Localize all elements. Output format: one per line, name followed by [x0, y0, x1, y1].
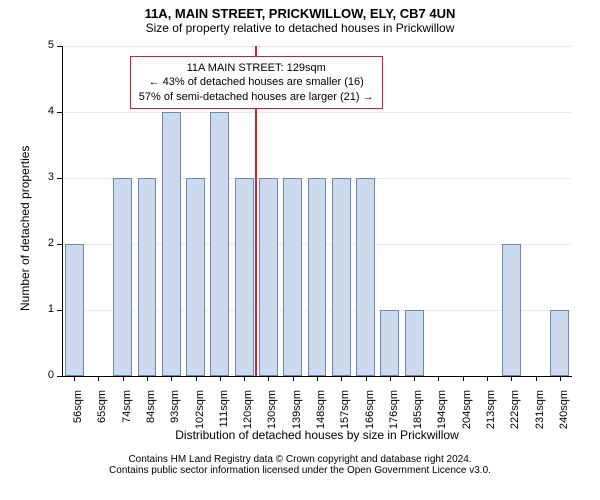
bar: [405, 310, 424, 376]
x-axis-label: Distribution of detached houses by size …: [62, 428, 572, 442]
bar: [356, 178, 375, 376]
page-title: 11A, MAIN STREET, PRICKWILLOW, ELY, CB7 …: [0, 0, 600, 21]
bar: [186, 178, 205, 376]
bar: [550, 310, 569, 376]
y-tick-label: 3: [38, 171, 54, 183]
bar: [210, 112, 229, 376]
y-tick-label: 1: [38, 303, 54, 315]
bar: [138, 178, 157, 376]
bar: [283, 178, 302, 376]
y-axis-line: [62, 46, 63, 376]
bar: [235, 178, 254, 376]
bar: [162, 112, 181, 376]
callout-line-2: ← 43% of detached houses are smaller (16…: [139, 75, 374, 89]
bar: [332, 178, 351, 376]
gridline: [62, 46, 572, 47]
gridline: [62, 112, 572, 113]
bar: [259, 178, 278, 376]
plot-area: 01234556sqm65sqm74sqm84sqm93sqm102sqm111…: [62, 46, 572, 376]
callout-line-3: 57% of semi-detached houses are larger (…: [139, 90, 374, 104]
callout-box: 11A MAIN STREET: 129sqm← 43% of detached…: [130, 56, 383, 109]
bar: [113, 178, 132, 376]
y-tick-label: 5: [38, 39, 54, 51]
footer-line-1: Contains HM Land Registry data © Crown c…: [0, 454, 600, 465]
x-axis-line: [62, 376, 572, 377]
y-tick-label: 0: [38, 369, 54, 381]
bar: [308, 178, 327, 376]
y-axis-label: Number of detached properties: [18, 146, 32, 311]
bar: [502, 244, 521, 376]
bar: [65, 244, 84, 376]
footer-line-2: Contains public sector information licen…: [0, 465, 600, 476]
y-tick-label: 2: [38, 237, 54, 249]
callout-line-1: 11A MAIN STREET: 129sqm: [139, 61, 374, 75]
bar: [380, 310, 399, 376]
footer: Contains HM Land Registry data © Crown c…: [0, 454, 600, 476]
y-tick-label: 4: [38, 105, 54, 117]
page-subtitle: Size of property relative to detached ho…: [0, 21, 600, 35]
